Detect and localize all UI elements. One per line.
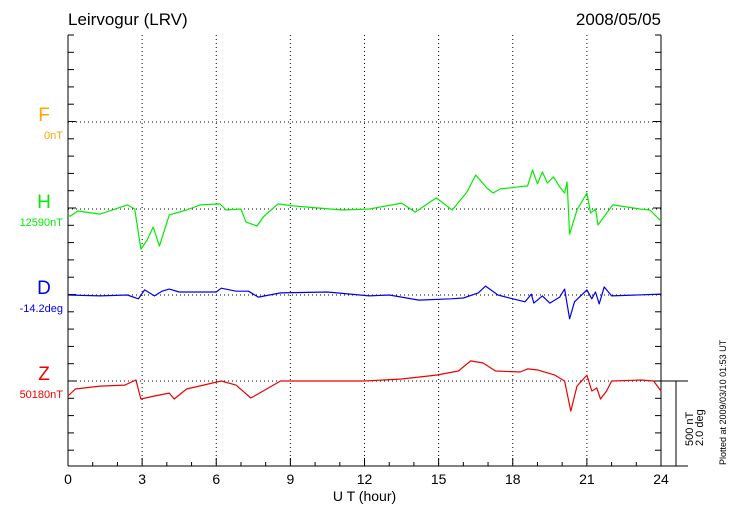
x-tick-label: 9 [286, 471, 294, 487]
baseline-label-d: -14.2deg [20, 303, 63, 315]
series-label-f: F [38, 105, 50, 126]
baseline-label-h: 12590nT [20, 217, 64, 229]
x-tick-label: 21 [579, 471, 595, 487]
plotted-timestamp: Plotted at 2009/03/10 01:53 UT [718, 339, 728, 465]
x-axis-label: U T (hour) [333, 488, 396, 504]
x-tick-label: 24 [653, 471, 669, 487]
series-label-h: H [37, 192, 51, 213]
series-line-d [67, 285, 662, 320]
x-tick-label: 6 [212, 471, 220, 487]
scale-label-deg: 2.0 deg [694, 409, 706, 446]
x-tick-label: 0 [64, 471, 72, 487]
x-tick-label: 15 [431, 471, 447, 487]
chart-title: Leirvogur (LRV) [68, 10, 188, 29]
x-tick-label: 18 [505, 471, 521, 487]
series-label-z: Z [38, 364, 50, 385]
series-line-z [67, 360, 662, 412]
series-label-d: D [37, 278, 51, 299]
scale-label-nt: 500 nT [684, 411, 696, 446]
x-tick-label: 3 [138, 471, 146, 487]
chart-date: 2008/05/05 [575, 10, 661, 29]
series-line-h [68, 169, 662, 250]
baseline-label-z: 50180nT [20, 389, 64, 401]
x-tick-label: 12 [357, 471, 373, 487]
baseline-label-f: 0nT [44, 130, 63, 142]
